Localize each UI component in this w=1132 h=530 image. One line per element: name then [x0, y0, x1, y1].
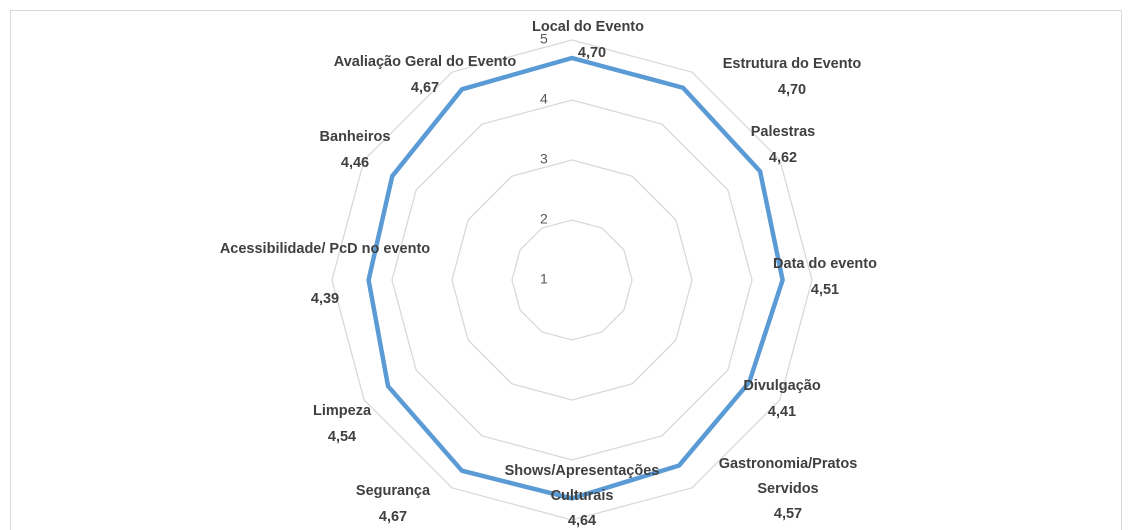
grid-ring	[451, 159, 693, 401]
value-label: 4,51	[810, 282, 840, 298]
y-tick-label: 2	[540, 211, 548, 227]
value-label: 4,70	[577, 45, 607, 61]
y-tick-label: 1	[540, 271, 548, 287]
category-label: Shows/Apresentações Culturais	[504, 463, 660, 504]
grid-ring	[331, 39, 813, 521]
category-label: Gastronomia/Pratos Servidos	[718, 456, 858, 497]
value-label: 4,41	[767, 404, 797, 420]
y-tick-label: 4	[540, 91, 548, 107]
series-line	[366, 55, 785, 501]
category-label: Estrutura do Evento	[722, 56, 862, 72]
value-label: 4,70	[777, 82, 807, 98]
category-label: Divulgação	[743, 378, 821, 394]
value-label: 4,46	[340, 155, 370, 171]
value-label: 4,67	[410, 80, 440, 96]
category-label: Palestras	[750, 124, 816, 140]
category-label: Banheiros	[319, 129, 391, 145]
value-label: 4,54	[327, 429, 357, 445]
category-label: Avaliação Geral do Evento	[333, 54, 517, 70]
category-label: Data do evento	[773, 256, 877, 272]
chart-frame	[10, 10, 1122, 530]
y-tick-label: 3	[540, 151, 548, 167]
value-label: 4,62	[768, 150, 798, 166]
category-label: Local do Evento	[532, 19, 644, 35]
value-label: 4,64	[567, 513, 597, 529]
grid-ring	[391, 99, 753, 461]
grid-ring	[511, 219, 633, 341]
category-label: Limpeza	[312, 403, 372, 419]
value-label: 4,57	[773, 506, 803, 522]
y-tick-label: 5	[540, 31, 548, 47]
category-label: Segurança	[355, 483, 431, 499]
value-label: 4,67	[378, 509, 408, 525]
category-label: Acessibilidade/ PcD no evento	[219, 241, 431, 257]
value-label: 4,39	[310, 291, 340, 307]
